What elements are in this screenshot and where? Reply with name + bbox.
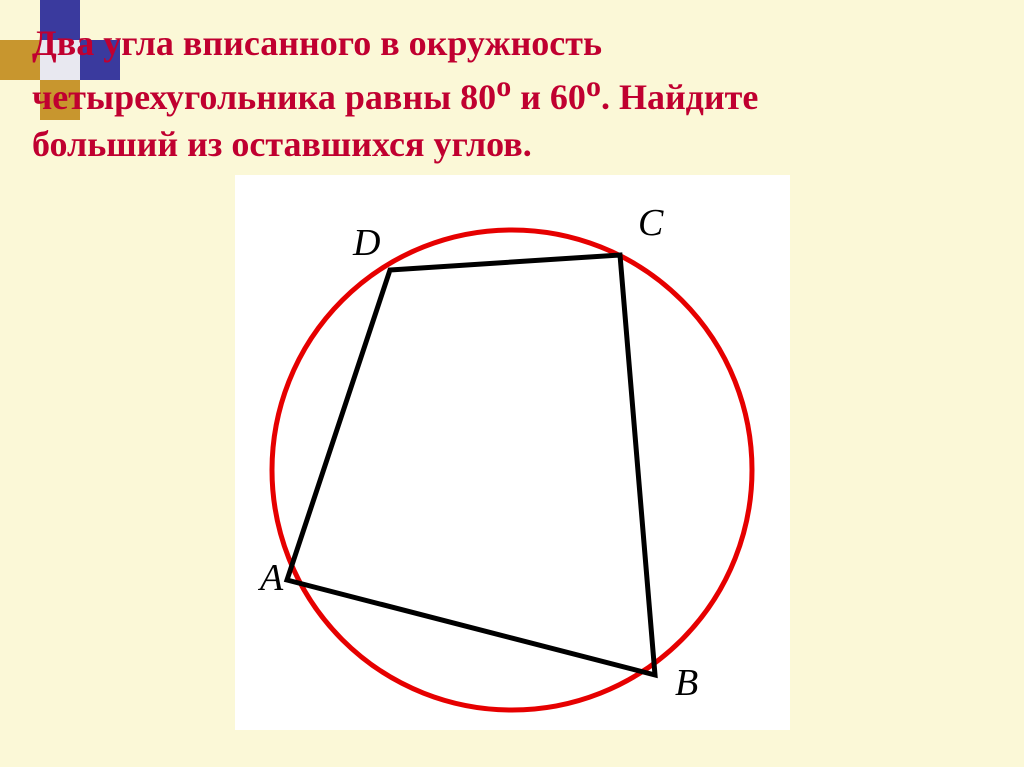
- vertex-label-C: C: [638, 202, 664, 244]
- vertex-label-D: D: [352, 222, 380, 264]
- vertex-label-A: A: [257, 557, 284, 599]
- vertex-label-B: B: [675, 662, 698, 704]
- figure-svg: A B C D: [235, 175, 790, 730]
- title-line2: четырехугольника равны 80о и 60о. Найдит…: [32, 67, 992, 121]
- title-line3: больший из оставшихся углов.: [32, 121, 992, 168]
- geometry-figure: A B C D: [235, 175, 790, 730]
- title-line1: Два угла вписанного в окружность: [32, 20, 992, 67]
- problem-title: Два угла вписанного в окружность четырех…: [32, 20, 992, 167]
- inscribed-quadrilateral: [287, 255, 655, 675]
